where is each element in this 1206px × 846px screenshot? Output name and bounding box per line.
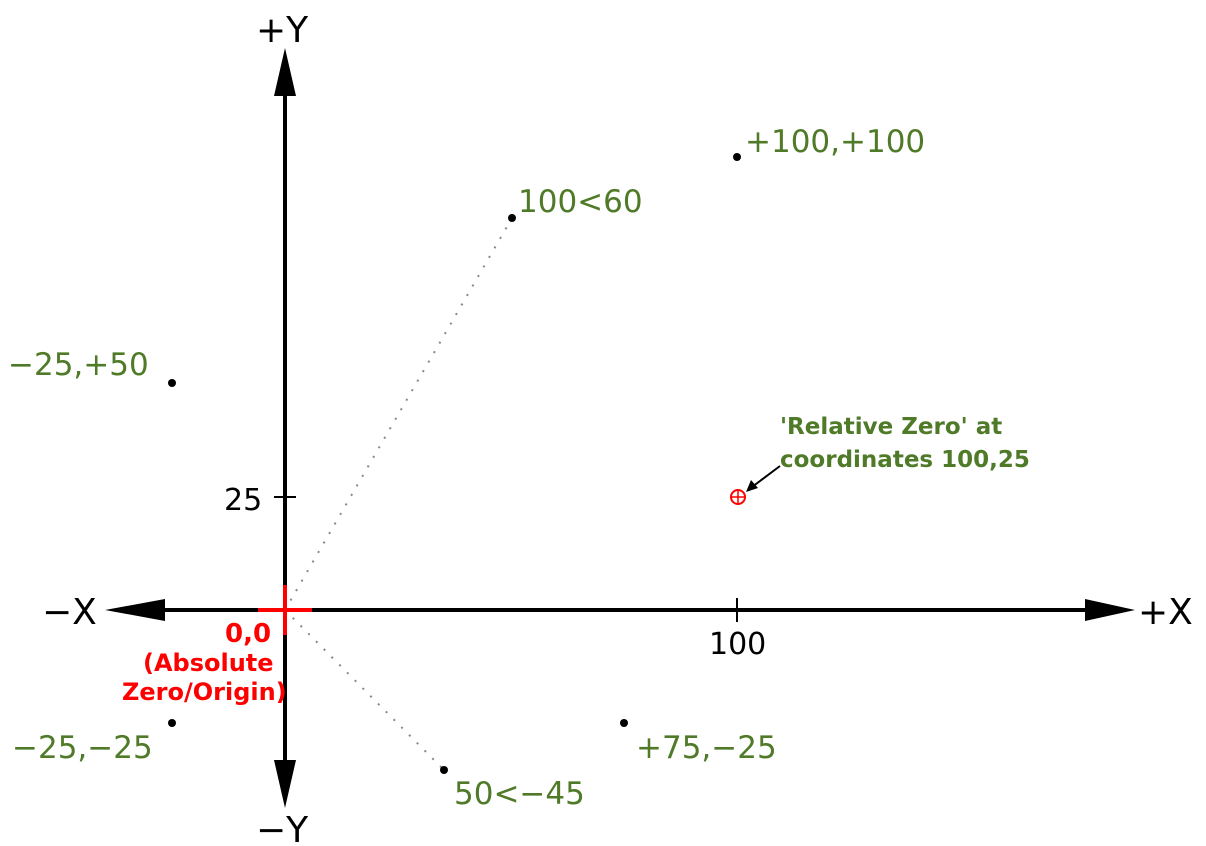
relative-zero-leader-arrow bbox=[746, 480, 758, 492]
point-m25-p50 bbox=[168, 379, 176, 387]
point-polar-50-m45 bbox=[440, 766, 448, 774]
relative-zero-label-line1: 'Relative Zero' at bbox=[780, 414, 1002, 440]
axis-label-pos-x: +X bbox=[1138, 592, 1193, 633]
origin-note-line1: (Absolute bbox=[143, 649, 274, 677]
point-polar-100-60 bbox=[508, 214, 516, 222]
axis-label-neg-x: −X bbox=[42, 592, 97, 633]
axis-label-neg-y: −Y bbox=[256, 810, 309, 846]
point-label-75-m25: +75,−25 bbox=[636, 730, 777, 766]
point-label-polar-100-60: 100<60 bbox=[518, 184, 643, 220]
axis-label-pos-y: +Y bbox=[256, 10, 309, 51]
y-axis-arrow-down bbox=[274, 760, 296, 808]
point-100-100 bbox=[733, 153, 741, 161]
tick-label-x-100: 100 bbox=[709, 627, 766, 662]
point-label-100-100: +100,+100 bbox=[745, 124, 925, 160]
y-axis-arrow-up bbox=[274, 48, 296, 96]
relative-zero-label-line2: coordinates 100,25 bbox=[780, 447, 1030, 473]
x-axis-arrow-left bbox=[105, 599, 165, 621]
point-75-m25 bbox=[620, 719, 628, 727]
tick-label-y-25: 25 bbox=[224, 483, 262, 518]
point-label-polar-50-m45: 50<−45 bbox=[454, 776, 585, 812]
polar-ray-60 bbox=[284, 217, 513, 611]
polar-ray-minus-45 bbox=[284, 609, 445, 771]
origin-coords-label: 0,0 bbox=[225, 619, 271, 649]
point-m25-m25 bbox=[168, 719, 176, 727]
point-label-m25-p50: −25,+50 bbox=[8, 347, 149, 383]
x-axis-arrow-right bbox=[1085, 599, 1135, 621]
point-label-m25-m25: −25,−25 bbox=[12, 730, 153, 766]
relative-zero-leader bbox=[751, 465, 781, 488]
origin-note-line2: Zero/Origin) bbox=[122, 678, 287, 706]
